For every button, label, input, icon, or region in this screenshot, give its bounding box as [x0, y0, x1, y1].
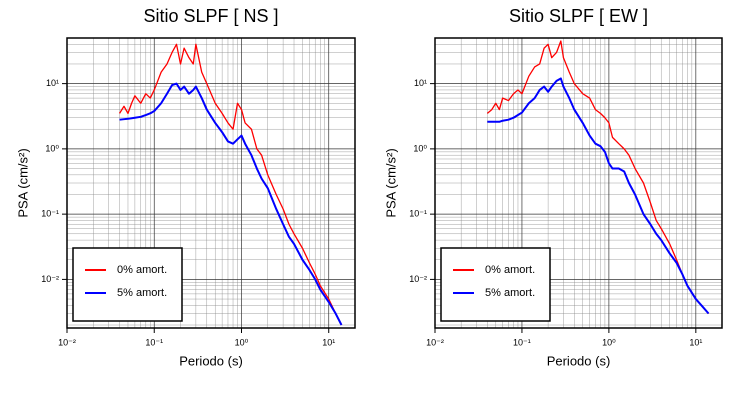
y-tick-label: 10⁻² — [41, 274, 59, 284]
legend-box — [440, 247, 551, 322]
legend-box — [72, 247, 183, 322]
x-tick-label: 10⁻² — [58, 337, 76, 347]
y-tick-label: 10⁻¹ — [409, 209, 427, 219]
x-tick-label: 10⁰ — [235, 337, 249, 347]
legend-label: 0% amort. — [117, 264, 167, 276]
legend-label: 0% amort. — [485, 264, 535, 276]
data-line — [486, 40, 710, 314]
y-tick-label: 10¹ — [46, 78, 59, 88]
x-axis-label: Periodo (s) — [547, 353, 611, 368]
x-axis-label: Periodo (s) — [179, 353, 243, 368]
data-line — [487, 77, 710, 315]
y-tick-label: 10⁰ — [413, 143, 427, 153]
y-tick-label: 10¹ — [414, 78, 427, 88]
data-line — [119, 82, 343, 326]
plot-frame — [66, 37, 356, 329]
x-tick-label: 10¹ — [322, 337, 335, 347]
x-tick-label: 10¹ — [689, 337, 702, 347]
x-tick-label: 10⁻² — [426, 337, 444, 347]
x-tick-label: 10⁻¹ — [513, 337, 531, 347]
x-tick-label: 10⁰ — [602, 337, 616, 347]
y-axis-label: PSA (cm/s²) — [15, 148, 30, 217]
y-tick-label: 10⁻² — [409, 274, 427, 284]
y-axis-label: PSA (cm/s²) — [383, 148, 398, 217]
data-line — [118, 43, 343, 326]
y-tick-label: 10⁰ — [45, 143, 59, 153]
chart-title: Sitio SLPF [ NS ] — [143, 6, 278, 26]
chart-title: Sitio SLPF [ EW ] — [509, 6, 648, 26]
plot-frame — [434, 37, 723, 329]
y-tick-label: 10⁻¹ — [41, 209, 59, 219]
x-tick-label: 10⁻¹ — [145, 337, 163, 347]
legend-label: 5% amort. — [485, 287, 535, 299]
legend-label: 5% amort. — [117, 287, 167, 299]
